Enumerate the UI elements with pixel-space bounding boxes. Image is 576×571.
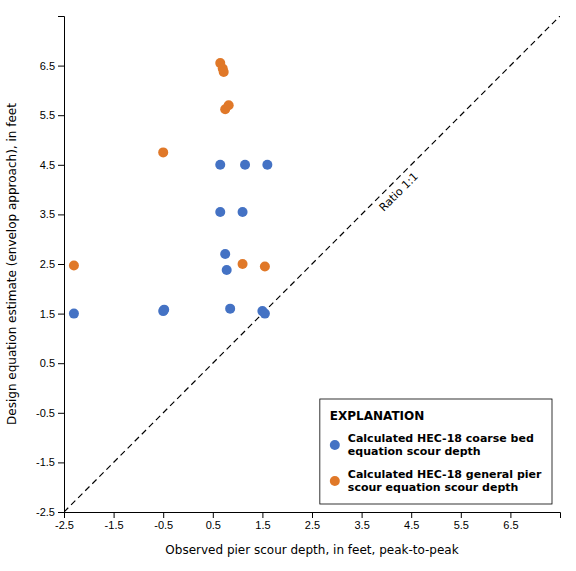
- tick-label: 1.5: [40, 308, 55, 320]
- point: [222, 265, 232, 275]
- tick-mark: [58, 512, 64, 513]
- tick: 5.5: [40, 109, 64, 121]
- point: [225, 304, 235, 314]
- point: [219, 67, 229, 77]
- point: [159, 305, 169, 315]
- tick-mark: [510, 512, 511, 518]
- axis-line: [65, 513, 561, 519]
- tick: -0.5: [36, 407, 64, 419]
- legend-marker: [330, 476, 340, 486]
- legend: EXPLANATION Calculated HEC-18 coarse bede…: [320, 399, 552, 504]
- tick: 2.5: [305, 512, 320, 531]
- tick: 6.5: [503, 512, 518, 531]
- tick-mark: [461, 512, 462, 518]
- tick-mark: [58, 165, 64, 166]
- legend-title: EXPLANATION: [330, 409, 424, 423]
- tick: -1.5: [105, 512, 124, 531]
- legend-entry: Calculated HEC-18 coarse bedequation sco…: [348, 432, 534, 458]
- x-axis: -2.5 -1.5 -0.5 0.5 1.5 2.5 3.5 4.5 5.5 6.5: [55, 512, 560, 531]
- tick-mark: [58, 214, 64, 215]
- series: [69, 58, 270, 271]
- tick-label: 2.5: [40, 258, 55, 270]
- tick: 0.5: [206, 512, 221, 531]
- y-axis: -2.5 -1.5 -0.5 0.5 1.5 2.5 3.5 4.5 5.5 6.5: [36, 17, 64, 519]
- tick-label: 0.5: [206, 519, 221, 531]
- point: [238, 207, 248, 217]
- tick-label: 3.5: [354, 519, 369, 531]
- y-axis-title: Design equation estimate (envelop approa…: [5, 103, 19, 425]
- tick-label: 1.5: [255, 519, 270, 531]
- legend-marker: [330, 440, 340, 450]
- plot-area: -2.5 -1.5 -0.5 0.5 1.5 2.5 3.5 4.5 5.5 6.5 -2.5 -1.…: [36, 16, 560, 531]
- tick-mark: [114, 512, 115, 518]
- tick: 0.5: [40, 357, 64, 369]
- tick: 1.5: [40, 308, 64, 320]
- tick: -1.5: [36, 456, 64, 468]
- tick-label: 5.5: [40, 109, 55, 121]
- tick-mark: [58, 462, 64, 463]
- point: [260, 261, 270, 271]
- tick: 3.5: [354, 512, 369, 531]
- tick: 1.5: [255, 512, 270, 531]
- tick-label: -2.5: [36, 506, 55, 518]
- tick-mark: [58, 115, 64, 116]
- axis-line: [58, 17, 65, 513]
- tick-mark: [58, 363, 64, 364]
- tick: 2.5: [40, 258, 64, 270]
- tick-mark: [362, 512, 363, 518]
- point: [238, 259, 248, 269]
- tick-label: 3.5: [40, 208, 55, 220]
- tick-mark: [58, 314, 64, 315]
- tick: 4.5: [40, 159, 64, 171]
- point: [158, 147, 168, 157]
- tick-label: -2.5: [55, 519, 74, 531]
- point: [69, 309, 79, 319]
- point: [69, 260, 79, 270]
- point: [220, 249, 230, 259]
- tick-mark: [58, 264, 64, 265]
- tick-label: -0.5: [154, 519, 173, 531]
- series: [69, 160, 272, 319]
- tick-mark: [58, 413, 64, 414]
- tick: -2.5: [36, 506, 64, 518]
- tick-mark: [262, 512, 263, 518]
- tick: -0.5: [154, 512, 173, 531]
- point: [260, 309, 270, 319]
- tick-label: 4.5: [404, 519, 419, 531]
- tick-label: 0.5: [40, 357, 55, 369]
- tick-mark: [163, 512, 164, 518]
- ratio-line: [64, 16, 560, 512]
- tick-label: -1.5: [36, 456, 55, 468]
- point: [224, 100, 234, 110]
- x-axis-title: Observed pier scour depth, in feet, peak…: [165, 543, 458, 557]
- point: [262, 160, 272, 170]
- tick-label: -1.5: [105, 519, 124, 531]
- tick-mark: [411, 512, 412, 518]
- tick-label: 6.5: [40, 60, 55, 72]
- tick: 6.5: [40, 60, 64, 72]
- marks: [64, 16, 560, 512]
- point: [215, 207, 225, 217]
- tick: 4.5: [404, 512, 419, 531]
- tick-label: -0.5: [36, 407, 55, 419]
- point: [240, 160, 250, 170]
- legend-entry: Calculated HEC-18 general pierscour equa…: [348, 468, 542, 494]
- tick: -2.5: [55, 512, 74, 531]
- point: [215, 160, 225, 170]
- tick-mark: [312, 512, 313, 518]
- tick-label: 5.5: [454, 519, 469, 531]
- legend-frame: [320, 399, 552, 504]
- tick-mark: [58, 66, 64, 67]
- tick-label: 6.5: [503, 519, 518, 531]
- tick-label: 4.5: [40, 159, 55, 171]
- tick: 3.5: [40, 208, 64, 220]
- annotation: Ratio 1:1: [377, 170, 421, 214]
- tick-mark: [213, 512, 214, 518]
- tick: 5.5: [454, 512, 469, 531]
- tick-label: 2.5: [305, 519, 320, 531]
- chart: -2.5 -1.5 -0.5 0.5 1.5 2.5 3.5 4.5 5.5 6.5 -2.5 -1.…: [0, 0, 576, 571]
